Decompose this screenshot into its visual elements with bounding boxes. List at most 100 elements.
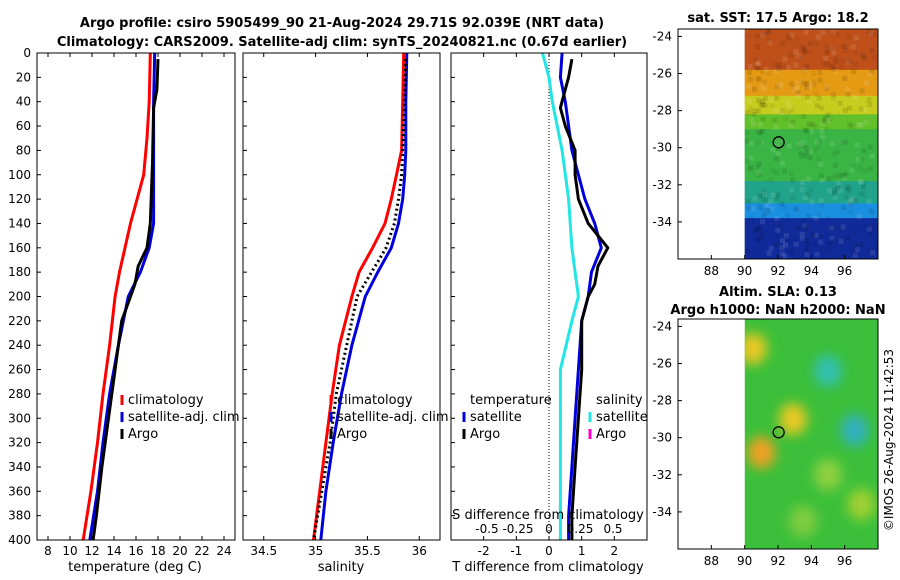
sst-texture-pixel: [803, 225, 809, 231]
sst-texture-pixel: [788, 238, 793, 244]
temperature-profile-ytick-label-4: 80: [16, 143, 31, 157]
sst-texture-pixel: [836, 172, 842, 178]
sst-texture-pixel: [845, 91, 851, 97]
sst-texture-pixel: [806, 98, 812, 104]
sst-texture-pixel: [806, 122, 811, 128]
sst-texture-pixel: [777, 135, 783, 141]
sst-texture-pixel: [761, 192, 766, 198]
sst-texture-pixel: [747, 106, 753, 112]
sst-texture-pixel: [829, 141, 835, 147]
sst-texture-pixel: [810, 232, 816, 238]
sst-texture-pixel: [842, 175, 848, 181]
sst-texture-pixel: [774, 195, 780, 201]
difference-profile-xtick-label-4: 2: [611, 544, 619, 558]
sst-texture-pixel: [788, 122, 794, 128]
sst-texture-pixel: [757, 204, 763, 210]
sst-texture-pixel: [816, 156, 822, 162]
sst-texture-pixel: [747, 98, 753, 104]
sst-texture-pixel: [809, 128, 815, 134]
temperature-profile-ytick-label-1: 20: [16, 70, 31, 84]
sst-texture-pixel: [744, 130, 750, 136]
sst-map-ytick-label-3: -30: [652, 141, 672, 155]
sst-texture-pixel: [778, 244, 784, 250]
sst-texture-pixel: [761, 31, 767, 37]
sst-texture-pixel: [829, 46, 834, 52]
sst-texture-pixel: [846, 188, 852, 194]
sst-texture-pixel: [836, 225, 842, 231]
sst-texture-pixel: [859, 88, 865, 94]
sst-texture-pixel: [796, 53, 802, 59]
sst-texture-pixel: [760, 231, 766, 237]
sst-map-ytick-label-5: -34: [652, 215, 672, 229]
sst-texture-pixel: [785, 33, 791, 39]
sst-texture-pixel: [812, 241, 818, 247]
sst-texture-pixel: [826, 246, 832, 252]
sst-texture-pixel: [803, 237, 809, 243]
temperature-profile-xtick-label-6: 20: [172, 544, 187, 558]
sst-texture-pixel: [857, 165, 863, 171]
sst-texture-pixel: [801, 67, 807, 73]
sst-texture-pixel: [744, 138, 750, 144]
sst-texture-pixel: [793, 241, 799, 247]
temperature-profile-xtick-label-2: 12: [84, 544, 99, 558]
sst-texture-pixel: [745, 158, 751, 164]
difference-profile-legend-label-1: satellite: [596, 410, 648, 425]
temperature-profile-ytick-label-12: 240: [8, 338, 31, 352]
sst-texture-pixel: [867, 144, 873, 150]
sst-texture-pixel: [808, 40, 814, 46]
sst-texture-pixel: [748, 76, 754, 82]
salinity-profile-xtick-label-3: 36: [412, 544, 427, 558]
sst-texture-pixel: [848, 197, 854, 203]
sst-texture-pixel: [835, 32, 841, 38]
sst-texture-pixel: [780, 108, 786, 114]
sst-texture-pixel: [814, 40, 819, 46]
sst-texture-pixel: [781, 204, 787, 210]
sst-texture-pixel: [853, 229, 859, 234]
sst-texture-pixel: [757, 172, 762, 178]
temperature-profile-series-2: [91, 59, 160, 541]
sst-texture-pixel: [746, 84, 752, 90]
sst-texture-pixel: [839, 139, 845, 145]
sst-texture-pixel: [752, 86, 757, 92]
sst-texture-pixel: [775, 151, 781, 157]
sst-texture-pixel: [829, 225, 834, 231]
sst-texture-pixel: [773, 124, 779, 130]
sst-texture-pixel: [853, 35, 859, 41]
sst-map-ytick-label-2: -28: [652, 104, 672, 118]
sst-texture-pixel: [856, 122, 861, 128]
temperature-profile-series-1: [88, 52, 157, 541]
sla-map-title-line2: Argo h1000: NaN h2000: NaN: [670, 303, 885, 318]
sst-texture-pixel: [816, 95, 822, 101]
temperature-profile-ytick-label-13: 260: [8, 363, 31, 377]
sst-texture-pixel: [831, 191, 837, 197]
sst-texture-pixel: [835, 186, 841, 191]
sst-texture-pixel: [779, 201, 785, 207]
sst-texture-pixel: [788, 81, 794, 87]
sst-texture-pixel: [842, 108, 848, 113]
sst-texture-pixel: [852, 94, 858, 100]
sst-texture-pixel: [795, 89, 801, 95]
sst-texture-pixel: [803, 80, 809, 86]
sst-texture-pixel: [870, 250, 876, 256]
sst-texture-pixel: [818, 239, 824, 245]
sst-texture-pixel: [843, 171, 849, 177]
sst-texture-pixel: [826, 176, 832, 182]
sst-texture-pixel: [811, 82, 817, 88]
figure-title-line1: Argo profile: csiro 5905499_90 21-Aug-20…: [80, 16, 604, 31]
sst-texture-pixel: [763, 66, 769, 72]
sst-texture-pixel: [753, 65, 759, 71]
sst-texture-pixel: [746, 34, 752, 40]
sst-texture-pixel: [775, 227, 781, 233]
sst-texture-pixel: [801, 81, 807, 87]
sst-texture-pixel: [832, 188, 838, 194]
temperature-profile-xtick-label-3: 14: [106, 544, 121, 558]
sst-texture-pixel: [823, 55, 829, 61]
sst-texture-pixel: [779, 251, 785, 257]
sst-texture-pixel: [788, 170, 794, 176]
sst-texture-pixel: [752, 227, 758, 233]
sst-texture-pixel: [757, 225, 763, 231]
sst-texture-pixel: [785, 99, 791, 105]
sst-texture-pixel: [866, 199, 872, 205]
sst-texture-pixel: [773, 241, 779, 247]
difference-panel: -2 -1 0 1 2 temperature satellite Argo salinity s…: [450, 52, 648, 558]
